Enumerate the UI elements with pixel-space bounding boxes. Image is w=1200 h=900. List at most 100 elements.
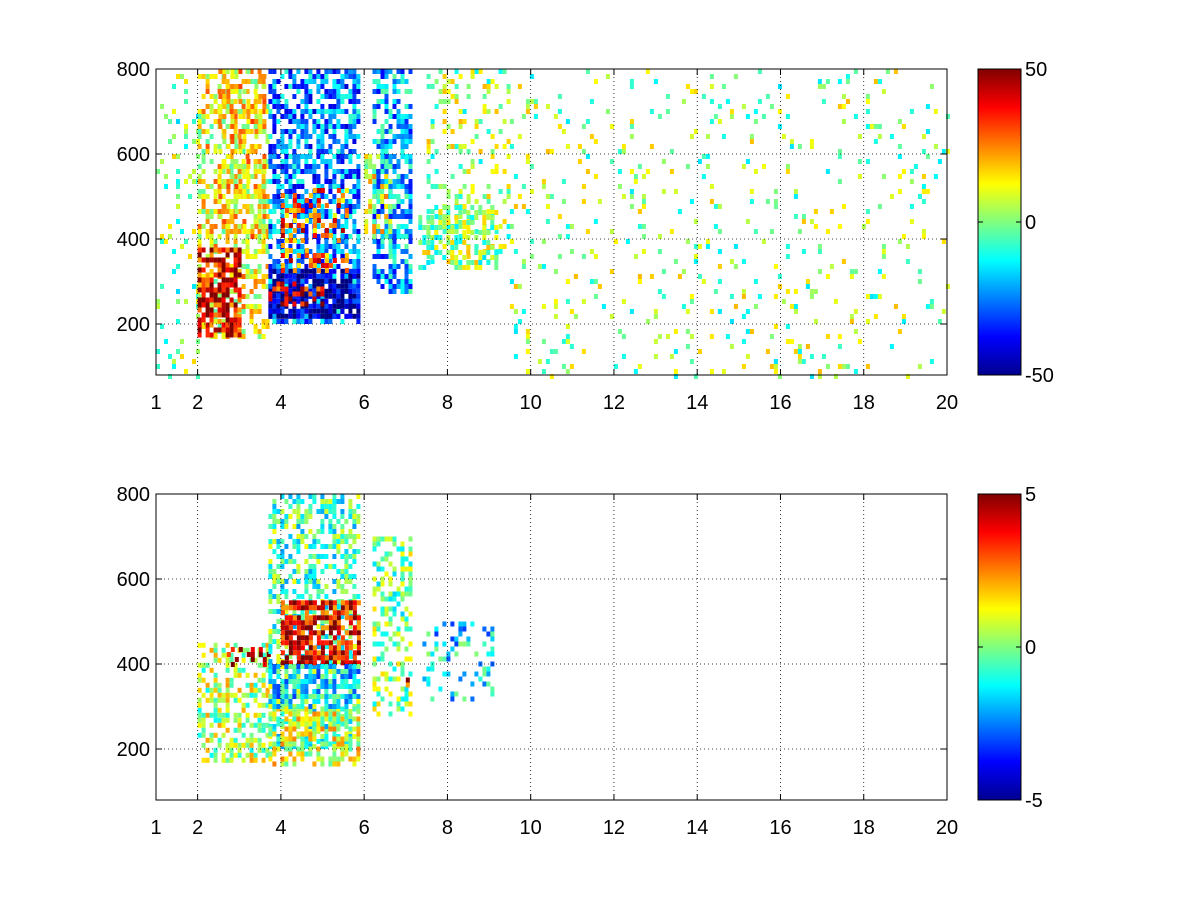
heatmap-cell	[384, 69, 389, 74]
heatmap-cell	[825, 169, 830, 174]
heatmap-cell	[197, 144, 202, 149]
heatmap-cell	[257, 304, 262, 309]
heatmap-cell	[356, 169, 361, 174]
heatmap-cell	[320, 114, 325, 119]
heatmap-cell	[296, 519, 301, 524]
heatmap-cell	[336, 159, 341, 164]
heatmap-cell	[197, 189, 202, 194]
heatmap-cell	[745, 219, 750, 224]
heatmap-cell	[877, 134, 882, 139]
heatmap-cell	[384, 84, 389, 89]
heatmap-cell	[340, 721, 345, 727]
heatmap-cell	[506, 99, 511, 104]
heatmap-cell	[348, 624, 353, 629]
heatmap-cell	[213, 272, 218, 278]
heatmap-cell	[438, 99, 443, 104]
heatmap-cell	[549, 149, 554, 154]
heatmap-cell	[300, 751, 305, 757]
heatmap-cell	[288, 736, 293, 742]
heatmap-cell	[300, 154, 305, 159]
heatmap-cell	[312, 600, 317, 606]
heatmap-cell	[388, 616, 393, 622]
heatmap-cell	[332, 679, 337, 684]
heatmap-cell	[284, 630, 289, 636]
heatmap-cell	[400, 556, 405, 562]
heatmap-cell	[268, 669, 273, 674]
heatmap-cell	[785, 254, 790, 259]
heatmap-cell	[494, 109, 499, 114]
heatmap-cell	[893, 304, 898, 309]
heatmap-cell	[400, 706, 405, 712]
heatmap-cell	[388, 284, 393, 289]
heatmap-cell	[384, 646, 389, 652]
heatmap-cell	[280, 620, 285, 626]
heatmap-cell	[296, 263, 301, 268]
heatmap-cell	[777, 124, 782, 129]
heatmap-cell	[569, 344, 574, 349]
heatmap-cell	[450, 129, 455, 134]
heatmap-cell	[621, 194, 626, 199]
heatmap-cell	[430, 184, 435, 189]
heatmap-cell	[284, 761, 289, 767]
heatmap-cell	[613, 239, 618, 244]
heatmap-cell	[408, 626, 413, 632]
heatmap-cell	[328, 124, 333, 129]
heatmap-cell	[356, 119, 361, 124]
heatmap-cell	[288, 258, 293, 263]
heatmap-cell	[300, 184, 305, 189]
heatmap-cell	[348, 214, 353, 219]
heatmap-cell	[589, 279, 594, 284]
heatmap-cell	[241, 129, 246, 134]
heatmap-cell	[284, 669, 289, 674]
heatmap-cell	[408, 691, 413, 697]
heatmap-cell	[446, 194, 451, 199]
heatmap-cell	[201, 94, 206, 99]
heatmap-cell	[234, 89, 239, 94]
heatmap-cell	[454, 144, 459, 149]
heatmap-cell	[388, 249, 393, 254]
heatmap-cell	[218, 69, 223, 74]
heatmap-cell	[404, 289, 409, 294]
heatmap-cell	[450, 94, 455, 99]
heatmap-cell	[332, 229, 337, 234]
heatmap-cell	[376, 676, 381, 682]
heatmap-cell	[320, 619, 325, 624]
heatmap-cell	[292, 756, 297, 762]
heatmap-cell	[498, 69, 503, 74]
heatmap-cell	[356, 298, 361, 304]
heatmap-cell	[184, 134, 188, 139]
heatmap-cell	[344, 253, 349, 258]
heatmap-cell	[197, 244, 202, 249]
heatmap-cell	[426, 74, 431, 79]
heatmap-cell	[426, 84, 431, 89]
heatmap-cell	[288, 278, 293, 284]
heatmap-cell	[324, 249, 329, 254]
heatmap-cell	[308, 199, 313, 204]
heatmap-cell	[344, 574, 349, 579]
heatmap-cell	[268, 291, 273, 297]
heatmap-cell	[253, 164, 258, 169]
heatmap-cell	[268, 649, 273, 654]
heatmap-cell	[474, 671, 479, 677]
heatmap-cell	[265, 199, 270, 204]
heatmap-cell	[328, 726, 333, 732]
heatmap-cell	[288, 650, 293, 656]
heatmap-cell	[717, 204, 722, 209]
heatmap-cell	[426, 144, 431, 149]
heatmap-cell	[300, 655, 305, 661]
heatmap-cell	[320, 721, 325, 727]
heatmap-cell	[426, 179, 431, 184]
heatmap-cell	[340, 684, 345, 689]
heatmap-cell	[328, 504, 333, 509]
heatmap-cell	[348, 234, 353, 239]
heatmap-cell	[673, 369, 678, 374]
heatmap-cell	[296, 494, 301, 499]
heatmap-cell	[201, 204, 206, 209]
heatmap-cell	[717, 309, 722, 314]
heatmap-cell	[380, 596, 385, 602]
heatmap-cell	[434, 149, 439, 154]
heatmap-cell	[482, 194, 487, 199]
heatmap-cell	[328, 704, 333, 709]
heatmap-cell	[446, 224, 451, 229]
heatmap-cell	[340, 273, 345, 279]
